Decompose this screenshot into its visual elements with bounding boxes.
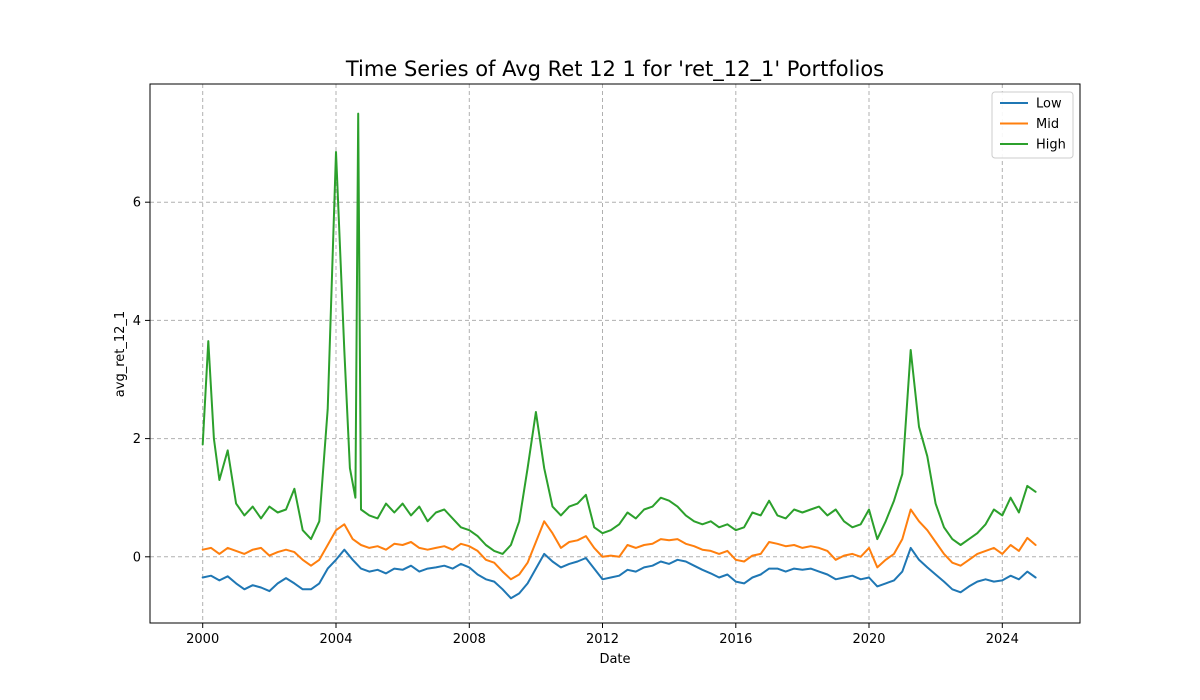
legend-box <box>991 91 1074 159</box>
plot-frame <box>149 83 1081 624</box>
y-axis-label: avg_ret_12_1 <box>113 311 128 397</box>
x-tick-label: 2016 <box>719 632 752 647</box>
x-tick-label: 2012 <box>586 632 619 647</box>
x-tick-label: 2004 <box>319 632 352 647</box>
x-tick-label: 2008 <box>453 632 486 647</box>
y-tick-label: 2 <box>133 432 141 447</box>
chart-title: Time Series of Avg Ret 12 1 for 'ret_12_… <box>345 57 884 82</box>
y-tick-label: 4 <box>133 314 141 329</box>
series-line-low <box>201 546 1037 600</box>
legend-label-high: High <box>1036 138 1066 153</box>
x-axis-label: Date <box>599 652 630 667</box>
x-tick-label: 2000 <box>186 632 219 647</box>
y-tick-label: 0 <box>133 550 141 565</box>
axis-ticks: 2000 2004 2008 2012 2016 2020 2024 0 2 4 6 <box>133 196 1019 647</box>
legend-label-low: Low <box>1036 97 1062 112</box>
series-line-mid <box>201 508 1037 581</box>
x-tick-label: 2020 <box>852 632 885 647</box>
series-line-high <box>201 112 1037 555</box>
legend-label-mid: Mid <box>1036 117 1059 132</box>
x-tick-label: 2024 <box>986 632 1019 647</box>
series-lines <box>201 112 1037 600</box>
legend: Low Mid High <box>991 91 1074 159</box>
y-tick-label: 6 <box>133 196 141 211</box>
